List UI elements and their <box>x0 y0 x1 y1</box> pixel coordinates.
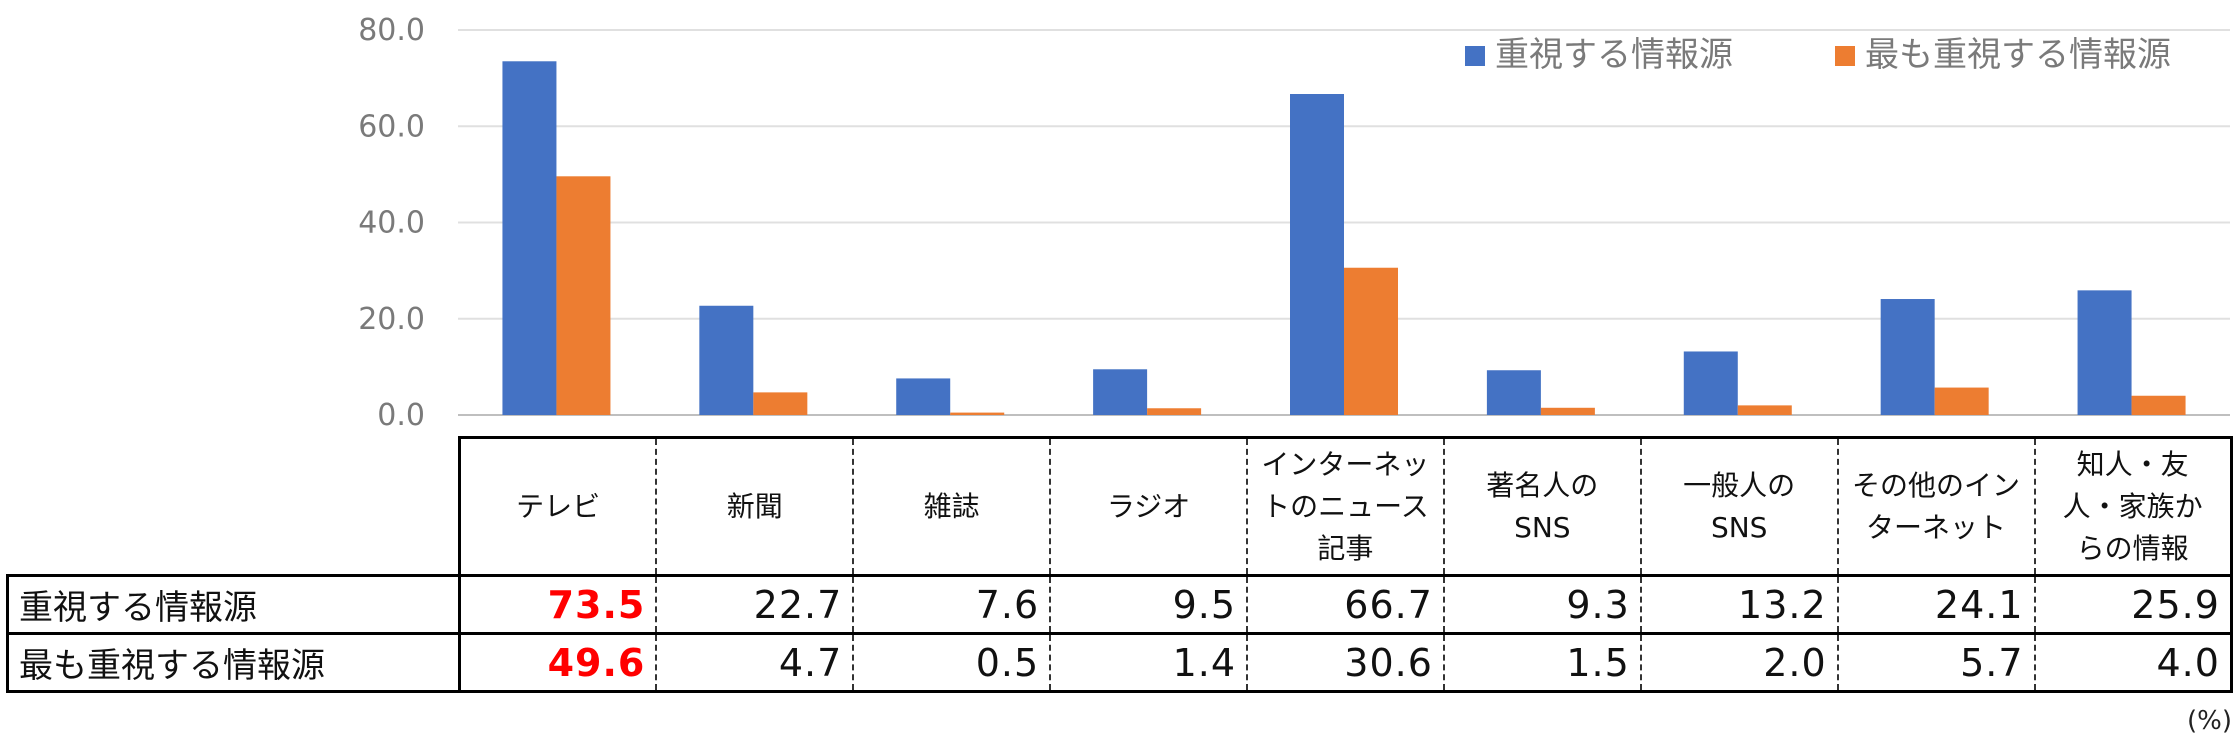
category-label-line: その他のイン <box>1852 468 2021 502</box>
data-label: 5.7 <box>1836 632 2036 693</box>
data-table: テレビ 新聞 雑誌 ラジオ インターネッ トのニュース 記事 著名人の SNS 一般人の SNS その… <box>6 436 2233 693</box>
category-label: インターネッ トのニュース 記事 <box>1246 436 1445 577</box>
legend: 重視する情報源 最も重視する情報源 <box>1465 35 2171 75</box>
bar-most-important <box>753 392 808 415</box>
category-label-line: SNS <box>1514 510 1571 544</box>
legend-swatch <box>1835 46 1855 66</box>
series-row: 最も重視する情報源 49.6 4.7 0.5 1.4 30.6 1.5 2.0 5.7 4.0 <box>6 632 2233 693</box>
category-label-line: 記事 <box>1317 531 1374 565</box>
y-tick-label: 20.0 <box>358 302 425 337</box>
y-tick-label: 60.0 <box>358 109 425 144</box>
bar-most-important <box>556 176 611 415</box>
bar-primary <box>1486 370 1541 415</box>
category-label-line: ラジオ <box>1106 489 1191 523</box>
bar-chart: 0.0 20.0 40.0 60.0 80.0 重視する情報源 最も重視する情報源 <box>358 13 2230 433</box>
legend-label: 重視する情報源 <box>1495 35 1733 75</box>
category-label-line: 人・家族か <box>2062 489 2203 523</box>
bars <box>502 61 2186 415</box>
bar-primary <box>1093 369 1148 415</box>
series-row-label: 重視する情報源 <box>6 574 461 635</box>
category-label: 知人・友人・家族からの情報 <box>2033 436 2233 577</box>
bar-most-important <box>1344 267 1398 415</box>
category-label: 一般人の SNS <box>1639 436 1839 577</box>
category-label-line: 知人・友 <box>2076 447 2189 481</box>
bar-primary <box>1290 94 1344 415</box>
category-label-line: トのニュース <box>1262 489 1429 523</box>
table-corner <box>8 438 460 576</box>
data-label: 22.7 <box>655 574 855 635</box>
category-label-line: 雑誌 <box>923 489 980 523</box>
bar-most-important <box>1147 408 1202 415</box>
data-label: 4.7 <box>655 632 855 693</box>
category-label-line: 新聞 <box>726 489 783 523</box>
bar-most-important <box>1540 407 1595 415</box>
series-row-label: 最も重視する情報源 <box>6 632 461 693</box>
category-label: 雑誌 <box>852 436 1052 577</box>
bar-primary <box>896 378 951 415</box>
data-label: 13.2 <box>1639 574 1839 635</box>
data-label: 49.6 <box>458 632 658 693</box>
data-label: 66.7 <box>1246 574 1445 635</box>
bar-most-important <box>950 412 1005 415</box>
category-header-row: テレビ 新聞 雑誌 ラジオ インターネッ トのニュース 記事 著名人の SNS 一般人の SNS その… <box>8 436 2233 577</box>
category-label-line: SNS <box>1710 510 1768 544</box>
bar-primary <box>1683 351 1738 415</box>
bar-primary <box>502 61 557 415</box>
data-label: 0.5 <box>852 632 1052 693</box>
data-label: 2.0 <box>1639 632 1839 693</box>
series-row: 重視する情報源 73.5 22.7 7.6 9.5 66.7 9.3 13.2 24.1 25.9 <box>6 574 2233 635</box>
category-label-line: ターネット <box>1866 510 2007 544</box>
y-tick-label: 40.0 <box>358 206 425 241</box>
data-label: 30.6 <box>1246 632 1445 693</box>
bar-primary <box>1880 299 1935 415</box>
data-label: 9.3 <box>1442 574 1642 635</box>
category-label-line: 一般人の <box>1683 468 1796 502</box>
category-label-line: 著名人の <box>1486 468 1599 502</box>
y-axis-tick-labels: 0.0 20.0 40.0 60.0 80.0 <box>358 13 425 433</box>
category-label: 新聞 <box>655 436 855 577</box>
bar-primary <box>699 305 754 415</box>
category-label-line: らの情報 <box>2076 531 2189 565</box>
y-tick-label: 80.0 <box>358 13 425 48</box>
legend-label: 最も重視する情報源 <box>1865 35 2171 75</box>
bar-most-important <box>2131 395 2186 415</box>
bar-primary <box>2077 290 2132 415</box>
data-label: 24.1 <box>1836 574 2036 635</box>
category-label-line: テレビ <box>516 489 601 523</box>
data-label: 1.4 <box>1049 632 1248 693</box>
category-label-line: インターネッ <box>1261 447 1430 481</box>
category-label: テレビ <box>458 436 658 577</box>
legend-swatch <box>1465 46 1485 66</box>
data-label: 73.5 <box>458 574 658 635</box>
data-label: 4.0 <box>2033 632 2233 693</box>
data-label: 25.9 <box>2033 574 2233 635</box>
data-label: 7.6 <box>852 574 1052 635</box>
y-tick-label: 0.0 <box>377 398 425 433</box>
category-label: その他のイン ターネット <box>1836 436 2036 577</box>
bar-most-important <box>1737 405 1792 415</box>
bar-most-important <box>1934 387 1989 415</box>
category-label: ラジオ <box>1049 436 1248 577</box>
unit-note: (%) <box>2187 706 2232 736</box>
category-label: 著名人の SNS <box>1442 436 1642 577</box>
data-label: 1.5 <box>1442 632 1642 693</box>
data-label: 9.5 <box>1049 574 1248 635</box>
